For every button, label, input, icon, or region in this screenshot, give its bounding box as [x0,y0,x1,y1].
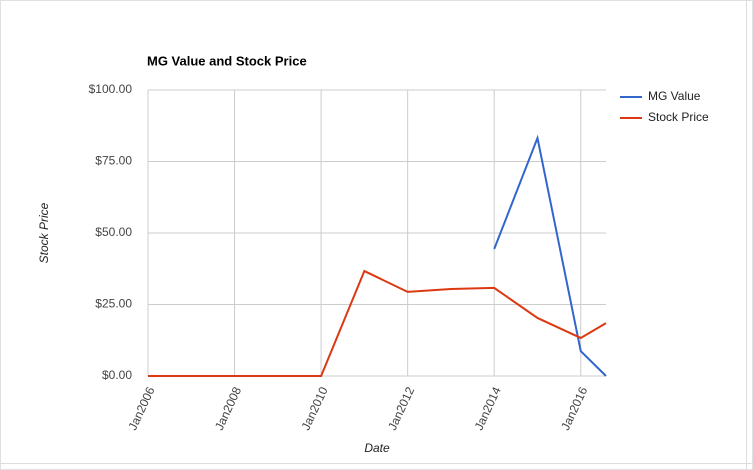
y-axis-label: Stock Price [37,202,51,263]
y-tick-label: $50.00 [95,225,132,239]
y-tick-label: $25.00 [95,297,132,311]
y-tick-label: $0.00 [102,368,132,382]
y-tick-label: $75.00 [95,154,132,168]
series-line [493,134,607,377]
series-line [148,269,607,377]
chart-title: MG Value and Stock Price [147,53,307,68]
y-tick-label: $100.00 [89,82,133,96]
legend-label: MG Value [648,89,701,103]
x-axis-label: Date [364,441,390,455]
legend-label: Stock Price [648,110,709,124]
